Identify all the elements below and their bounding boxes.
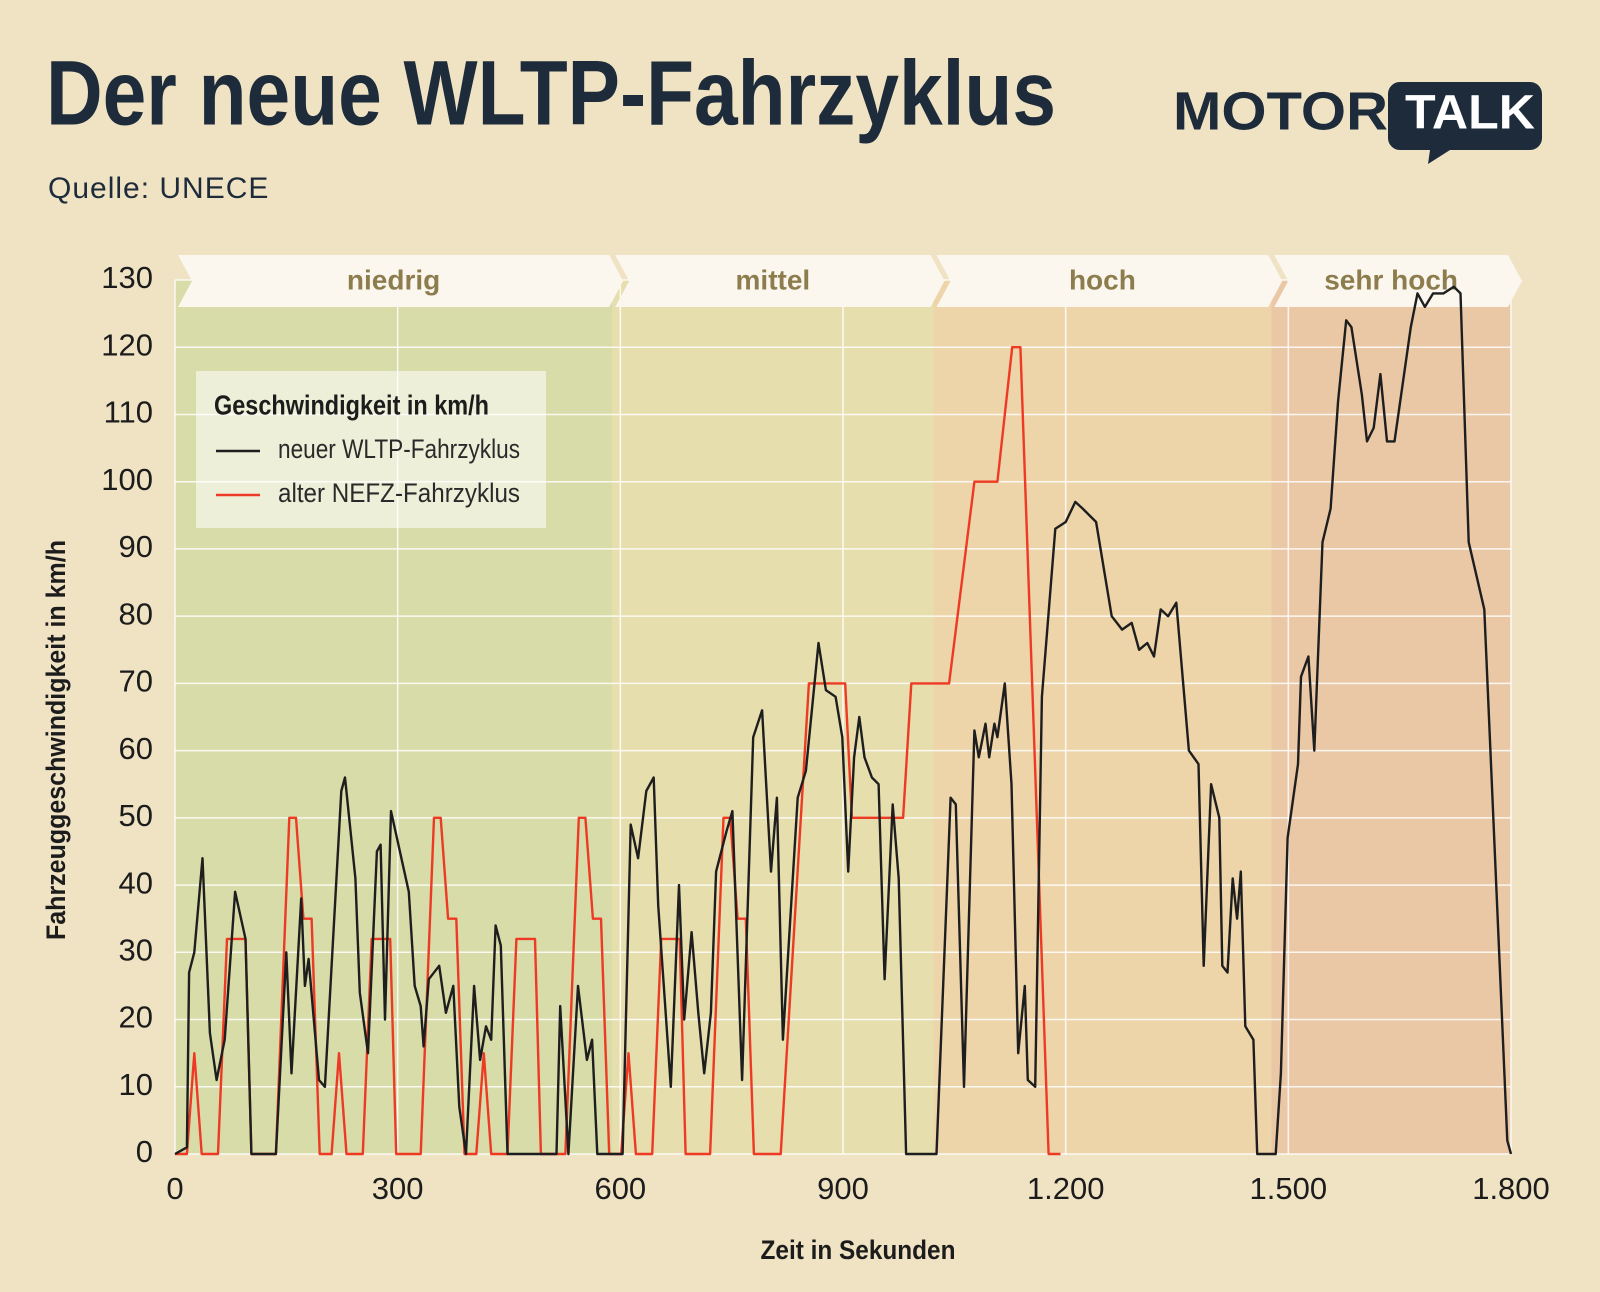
plot: niedrig mittel hoch sehr hoch 0 10 20 30 40 50 60 7… [101,255,1550,1206]
phase-band [933,280,1272,1154]
chart-subtitle: Quelle: UNECE [48,172,269,205]
phase-label: sehr hoch [1324,264,1458,295]
logo-bubble [1388,82,1542,164]
chart-title: Der neue WLTP-Fahrzyklus [46,42,1056,144]
phase-band [1271,280,1511,1154]
x-tick-label: 1.200 [1027,1171,1105,1206]
y-tick-label: 30 [119,932,153,967]
y-tick-label: 100 [101,462,153,497]
x-tick-label: 1.800 [1472,1171,1550,1206]
x-axis-label: Zeit in Sekunden [761,1235,956,1265]
y-tick-label: 10 [119,1067,153,1102]
y-tick-label: 130 [101,260,153,295]
x-tick-label: 0 [166,1171,183,1206]
phase-banner [615,255,945,307]
y-tick-label: 80 [119,596,153,631]
legend-label: alter NEFZ-Fahrzyklus [278,478,520,508]
phase-label: hoch [1069,264,1136,295]
y-tick-label: 60 [119,731,153,766]
logo-left: MOTOR [1173,81,1388,141]
y-tick-label: 120 [101,327,153,362]
y-tick-label: 110 [104,395,153,430]
phase-banner [178,255,624,307]
logo-right: TALK [1405,87,1535,140]
logo: MOTOR TALK [1173,81,1542,164]
phase-band [612,280,934,1154]
phase-label: niedrig [347,264,440,295]
legend-label: neuer WLTP-Fahrzyklus [278,434,520,464]
x-tick-label: 900 [817,1171,869,1206]
y-tick-label: 0 [136,1134,153,1169]
y-tick-label: 40 [119,865,153,900]
phase-banner [936,255,1283,307]
y-tick-label: 70 [119,664,153,699]
x-tick-label: 300 [372,1171,424,1206]
y-tick-label: 90 [119,529,153,564]
x-tick-label: 600 [594,1171,646,1206]
x-tick-label: 1.500 [1250,1171,1328,1206]
y-axis-label: Fahrzeuggeschwindigkeit in km/h [41,540,71,940]
legend-box [196,371,546,528]
series-line [174,285,1513,1156]
y-tick-label: 50 [119,798,153,833]
legend-title: Geschwindigkeit in km/h [214,389,489,420]
phase-label: mittel [736,264,811,295]
y-tick-label: 20 [119,1000,153,1035]
